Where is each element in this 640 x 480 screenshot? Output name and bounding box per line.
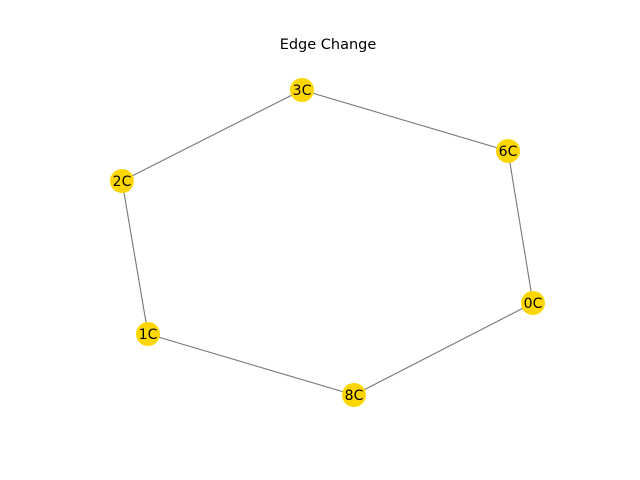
- node-6C: 6C: [496, 139, 520, 163]
- node-circle-8C: [342, 383, 366, 407]
- graph-title: Edge Change: [280, 37, 377, 53]
- node-label-6C: 6C: [499, 144, 518, 160]
- edge-1C-8C: [147, 333, 355, 396]
- edge-6C-0C: [507, 150, 534, 304]
- edge-3C-2C: [121, 89, 303, 182]
- node-circle-0C: [521, 291, 545, 315]
- node-label-1C: 1C: [139, 327, 158, 343]
- node-8C: 8C: [342, 383, 366, 407]
- node-label-3C: 3C: [293, 83, 312, 99]
- edges-layer: [121, 89, 534, 396]
- node-label-2C: 2C: [113, 174, 132, 190]
- node-circle-1C: [136, 322, 160, 346]
- nodes-layer: 3C 6C 2C 0C 1C 8C: [110, 78, 545, 407]
- node-2C: 2C: [110, 169, 134, 193]
- edge-3C-6C: [301, 89, 509, 152]
- node-label-8C: 8C: [345, 388, 364, 404]
- node-0C: 0C: [521, 291, 545, 315]
- node-circle-3C: [290, 78, 314, 102]
- edge-2C-1C: [121, 180, 149, 335]
- node-3C: 3C: [290, 78, 314, 102]
- node-circle-2C: [110, 169, 134, 193]
- node-circle-6C: [496, 139, 520, 163]
- edge-8C-0C: [353, 302, 534, 396]
- node-label-0C: 0C: [524, 296, 543, 312]
- node-1C: 1C: [136, 322, 160, 346]
